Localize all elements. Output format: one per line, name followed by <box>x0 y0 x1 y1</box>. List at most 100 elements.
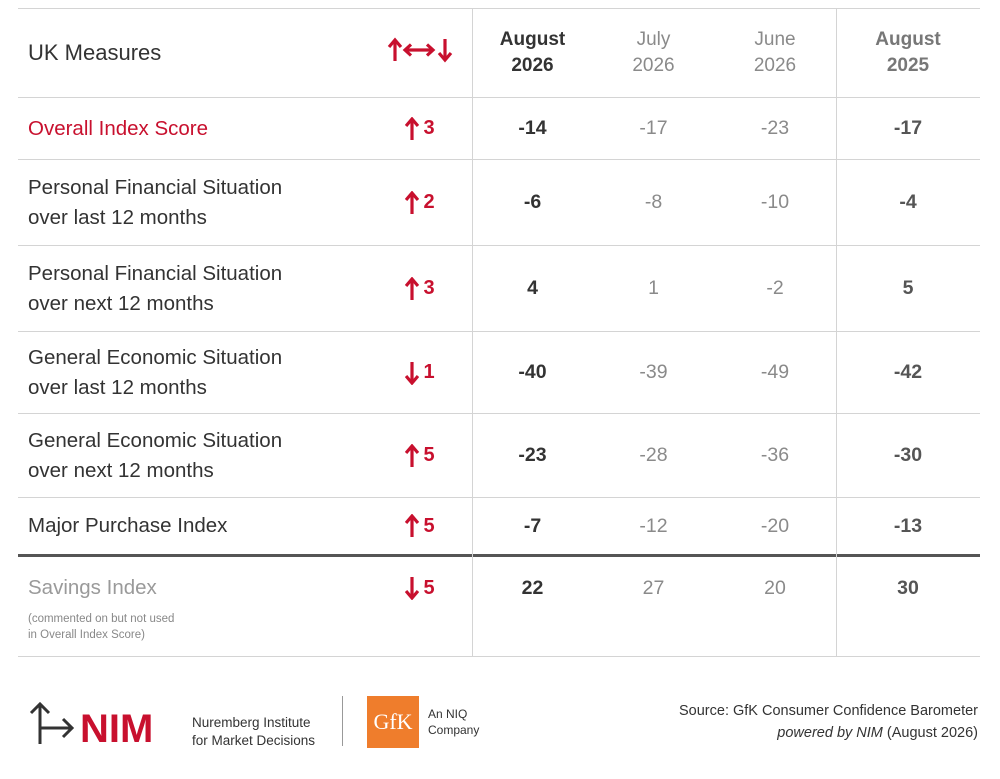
change-indicator: 5 <box>405 514 435 538</box>
savings-note-line1: (commented on but not used <box>28 613 175 625</box>
value-cell: -10 <box>714 160 836 245</box>
table-value: -49 <box>760 361 790 383</box>
nim-logo: NIM <box>26 698 186 753</box>
column-header-year: 2025 <box>886 54 930 76</box>
measure-cell: General Economic Situation over last 12 m… <box>28 332 368 413</box>
gfk-logo: GfK <box>367 696 419 748</box>
table-value: -12 <box>639 514 668 537</box>
source-line2: powered by NIM (August 2026) <box>679 722 978 744</box>
arrow-up-icon <box>405 276 420 301</box>
change-value: 5 <box>423 514 435 537</box>
column-header-month: June <box>754 28 796 50</box>
table-value: 30 <box>897 576 919 599</box>
value-cell: 5 <box>836 246 980 331</box>
row-rule <box>18 245 980 246</box>
column-header-month: July <box>636 28 671 50</box>
change-cell: 5 <box>368 568 472 608</box>
nim-logo-text: NIM <box>80 707 153 748</box>
table-value: 1 <box>648 277 659 299</box>
measure-label: Major Purchase Index <box>28 511 227 541</box>
value-cell: -49 <box>714 332 836 413</box>
measure-label-line2: over next 12 months <box>28 458 214 482</box>
value-cell: -42 <box>836 332 980 413</box>
row-rule <box>18 497 980 498</box>
column-header-label: June 2026 <box>754 27 796 79</box>
value-cell: -28 <box>593 414 714 497</box>
change-cell: 2 <box>368 160 472 245</box>
table-value: -10 <box>760 191 790 213</box>
table-value: -13 <box>893 514 923 537</box>
change-indicator: 5 <box>405 576 435 600</box>
measure-label-line1: Personal Financial Situation <box>28 261 283 285</box>
table-value: -8 <box>644 191 663 213</box>
value-cell: -6 <box>472 160 593 245</box>
value-cell: -17 <box>836 98 980 159</box>
value-cell: -4 <box>836 160 980 245</box>
value-cell: -14 <box>472 98 593 159</box>
column-header-label: July 2026 <box>632 27 674 79</box>
table-value: -6 <box>523 191 542 213</box>
column-header: June 2026 <box>714 8 836 97</box>
column-header-month: August <box>499 28 566 50</box>
column-header: July 2026 <box>593 8 714 97</box>
arrow-up-icon <box>405 116 420 141</box>
value-cell: -13 <box>836 498 980 554</box>
value-cell: 20 <box>714 568 836 608</box>
arrow-down-icon <box>405 361 420 385</box>
column-header-year: 2026 <box>632 54 675 76</box>
measure-label-line1: Major Purchase Index <box>28 514 228 537</box>
table-value: -36 <box>760 444 790 466</box>
table-top-rule <box>18 8 980 9</box>
gfk-tagline: An NIQ Company <box>428 706 479 738</box>
table-value: 27 <box>642 576 665 599</box>
change-indicator: 3 <box>405 276 435 301</box>
column-header-label: August 2026 <box>500 27 565 79</box>
measure-cell: Overall Index Score <box>28 98 368 159</box>
column-header-label: August 2025 <box>875 27 940 79</box>
change-value: 5 <box>423 576 435 599</box>
gfk-logo-text: GfK <box>373 709 413 734</box>
consumer-confidence-table: UK Measures August 2026 July 2026 June 2026 Au… <box>18 8 980 658</box>
value-cell: -39 <box>593 332 714 413</box>
table-value: -20 <box>760 514 790 537</box>
change-value: 5 <box>423 444 435 466</box>
source-line1: Source: GfK Consumer Confidence Baromete… <box>679 703 978 719</box>
table-value: 4 <box>527 277 538 299</box>
table-bottom-rule <box>18 656 980 657</box>
measure-label: Overall Index Score <box>28 114 208 144</box>
measure-cell: General Economic Situation over next 12 m… <box>28 414 368 497</box>
table-value: -23 <box>760 117 790 139</box>
arrow-down-icon <box>405 576 420 600</box>
measure-label: General Economic Situation over last 12 m… <box>28 343 282 403</box>
gfk-tagline-line1: An NIQ <box>428 707 468 721</box>
value-cell: -36 <box>714 414 836 497</box>
value-cell: -8 <box>593 160 714 245</box>
change-indicator: 5 <box>405 443 435 468</box>
measure-label-line2: over last 12 months <box>28 375 207 399</box>
table-value: -17 <box>893 117 923 139</box>
change-value: 3 <box>423 277 435 299</box>
value-cell: -2 <box>714 246 836 331</box>
table-value: -2 <box>766 277 784 299</box>
change-cell: 1 <box>368 332 472 413</box>
column-header-year: 2026 <box>753 54 797 76</box>
table-value: 20 <box>764 576 786 599</box>
measure-label-line1: General Economic Situation <box>28 345 283 369</box>
column-header-month: August <box>875 28 941 50</box>
measure-label: General Economic Situation over next 12 m… <box>28 426 282 486</box>
table-value: -42 <box>893 361 923 383</box>
header-measure-cell: UK Measures <box>28 8 368 97</box>
table-value: -4 <box>899 191 917 213</box>
table-value: 22 <box>521 576 544 599</box>
header-rule <box>18 97 980 98</box>
measure-label-line1: General Economic Situation <box>28 428 283 452</box>
table-value: -7 <box>523 514 542 537</box>
value-cell: -30 <box>836 414 980 497</box>
column-header: August 2026 <box>472 8 593 97</box>
arrow-up-icon <box>405 190 420 215</box>
measure-label-line2: over next 12 months <box>28 291 214 315</box>
table-value: 5 <box>902 277 914 299</box>
change-cell: 3 <box>368 246 472 331</box>
measure-cell: Personal Financial Situation over last 12… <box>28 160 368 245</box>
change-value: 2 <box>423 191 435 213</box>
